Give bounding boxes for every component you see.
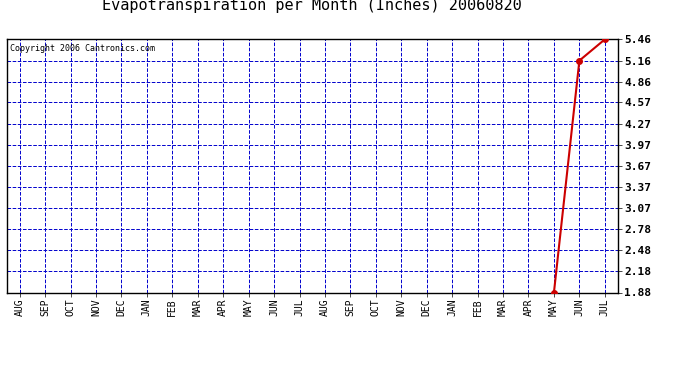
- Text: Evapotranspiration per Month (Inches) 20060820: Evapotranspiration per Month (Inches) 20…: [102, 0, 522, 13]
- Text: Copyright 2006 Cantronics.com: Copyright 2006 Cantronics.com: [10, 45, 155, 54]
